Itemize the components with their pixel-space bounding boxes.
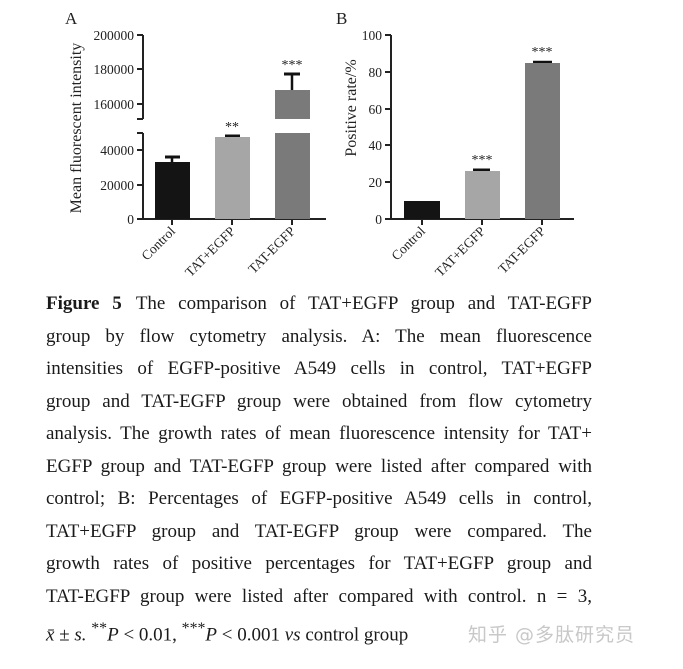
x-tick-a: TAT-EGFP xyxy=(245,224,298,277)
caption-stats-line: x̄ ± s. **P < 0.01, ***P < 0.001 vs cont… xyxy=(46,620,409,646)
y-tick-b: 100 xyxy=(362,28,383,43)
y-tick-b: 80 xyxy=(369,65,383,80)
x-tick-b: TAT+EGFP xyxy=(432,224,488,280)
caption-line: TAT+EGFP group and TAT-EGFP group were c… xyxy=(46,520,592,542)
caption-line: control; B: Percentages of EGFP-positive… xyxy=(46,488,592,509)
y-tick-a: 20000 xyxy=(100,178,134,193)
y-tick-b: 40 xyxy=(369,138,383,153)
caption-line: analysis. The growth rates of mean fluor… xyxy=(46,423,592,444)
x-tick-b: Control xyxy=(388,223,428,263)
y-tick-a: 180000 xyxy=(94,62,135,77)
x-tick-a: TAT+EGFP xyxy=(182,224,238,280)
panel-label-b: B xyxy=(336,9,347,28)
bar-control-b xyxy=(404,201,440,219)
panel-label-a: A xyxy=(65,9,78,28)
y-tick-b: 60 xyxy=(369,102,383,117)
chart-panel-a: A Mean fluorescent intensity 200000 1800… xyxy=(0,0,340,290)
y-tick-b: 20 xyxy=(369,175,383,190)
y-tick-a: 0 xyxy=(127,212,134,227)
y-tick-a: 40000 xyxy=(100,143,134,158)
chart-panel-b: B Positive rate/% 100 80 60 40 20 0 xyxy=(330,0,590,290)
y-tick-b: 0 xyxy=(375,212,382,227)
bar-control-a xyxy=(155,155,190,219)
figure-caption: Figure 5 The comparison of TAT+EGFP group… xyxy=(46,288,592,646)
watermark: 知乎 @多肽研究员 xyxy=(468,624,636,646)
bar-tat-egfp-b xyxy=(525,60,560,219)
significance-marker: *** xyxy=(472,153,493,168)
bar-chart-a: A Mean fluorescent intensity 200000 1800… xyxy=(65,9,326,280)
caption-line: growth rates of positive percentages for… xyxy=(46,553,592,574)
significance-marker: ** xyxy=(225,120,239,135)
x-tick-a: Control xyxy=(138,223,178,263)
figure-label: Figure 5 xyxy=(46,293,122,314)
significance-marker: *** xyxy=(532,45,553,60)
x-tick-b: TAT-EGFP xyxy=(495,224,548,277)
y-tick-a: 200000 xyxy=(94,28,135,43)
caption-line: group by flow cytometry analysis. A: The… xyxy=(46,325,592,347)
caption-line: Figure 5 The comparison of TAT+EGFP group… xyxy=(46,293,592,314)
y-axis-label-b: Positive rate/% xyxy=(343,59,360,156)
caption-line: TAT-EGFP group were listed after compare… xyxy=(46,585,592,607)
bar-chart-b: B Positive rate/% 100 80 60 40 20 0 xyxy=(336,9,574,280)
bar-tat-egfp-a xyxy=(275,72,310,219)
caption-line: group and TAT-EGFP group were obtained f… xyxy=(46,390,592,412)
caption-line: EGFP group and TAT-EGFP group were liste… xyxy=(46,455,592,477)
y-tick-a: 160000 xyxy=(94,97,135,112)
bar-tat-plus-egfp-a xyxy=(215,134,250,219)
bar-tat-plus-egfp-b xyxy=(465,168,500,219)
significance-marker: *** xyxy=(282,58,303,73)
y-axis-label-a: Mean fluorescent intensity xyxy=(68,43,85,214)
caption-line: intensities of EGFP-positive A549 cells … xyxy=(46,358,592,379)
